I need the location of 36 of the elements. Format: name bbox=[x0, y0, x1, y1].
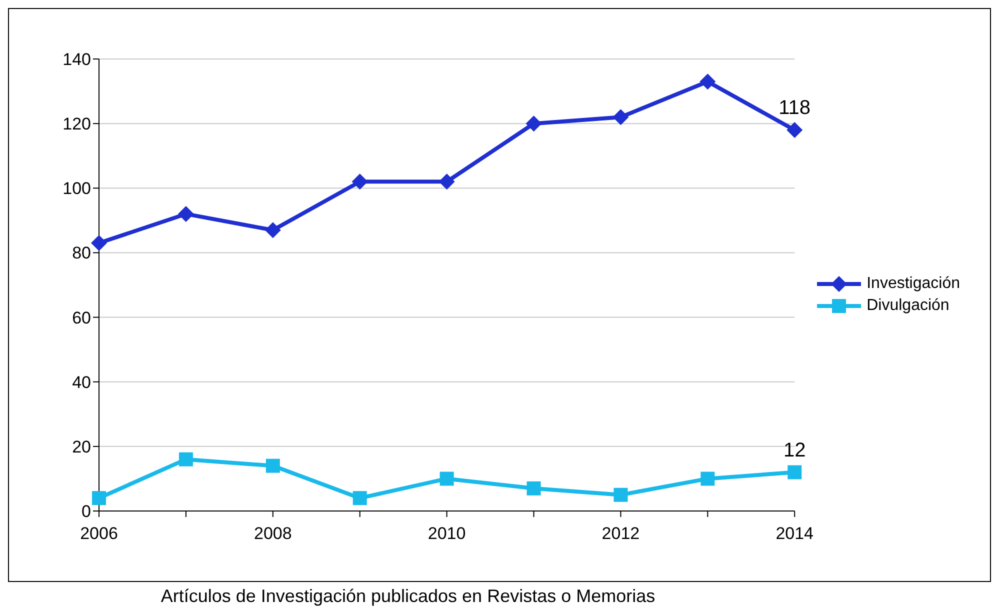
point bbox=[788, 465, 802, 480]
x-tick-label: 2006 bbox=[80, 524, 118, 544]
point bbox=[352, 174, 368, 190]
point bbox=[178, 206, 194, 222]
y-tick-label: 140 bbox=[62, 50, 91, 70]
point bbox=[700, 74, 716, 90]
point bbox=[440, 472, 454, 486]
data-label: 12 bbox=[783, 439, 806, 462]
point bbox=[438, 174, 455, 190]
y-tick-label: 60 bbox=[72, 308, 91, 328]
data-label: 118 bbox=[778, 97, 811, 120]
y-tick-label: 0 bbox=[82, 502, 91, 522]
point bbox=[786, 122, 803, 138]
x-tick-label: 2008 bbox=[254, 524, 292, 544]
y-tick-label: 40 bbox=[72, 372, 91, 392]
point bbox=[178, 452, 193, 466]
y-tick-label: 100 bbox=[62, 179, 91, 198]
x-tick-label: 2014 bbox=[776, 524, 814, 544]
x-tick-label: 2010 bbox=[428, 524, 466, 544]
point bbox=[526, 116, 542, 132]
x-tick-label: 2012 bbox=[602, 524, 640, 544]
legend-label: Divulgación bbox=[866, 297, 950, 315]
point bbox=[352, 491, 367, 506]
point bbox=[612, 109, 629, 126]
point bbox=[700, 472, 715, 486]
y-tick-label: 20 bbox=[72, 437, 91, 456]
point bbox=[92, 491, 106, 506]
point bbox=[266, 458, 280, 473]
point bbox=[526, 481, 541, 496]
point bbox=[264, 222, 281, 238]
text: Artículos de Investigación publicados en Revistas o Memorias bbox=[160, 586, 656, 607]
point bbox=[614, 488, 628, 502]
y-tick-label: 80 bbox=[72, 244, 91, 263]
y-tick-label: 120 bbox=[62, 114, 91, 134]
legend-label: Investigación bbox=[866, 275, 960, 293]
point bbox=[91, 235, 107, 252]
